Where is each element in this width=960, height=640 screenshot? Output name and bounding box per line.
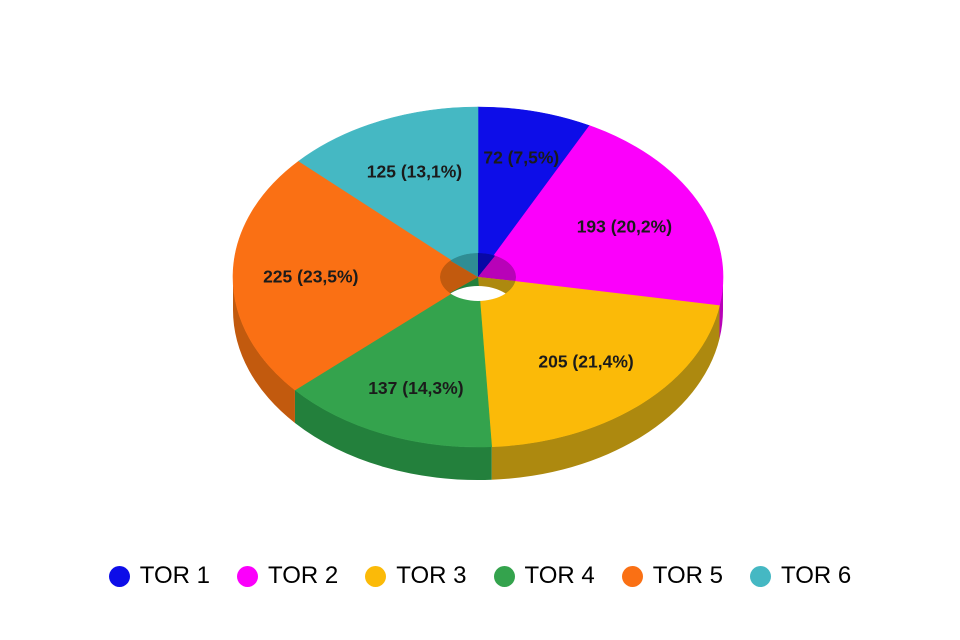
pie-slice-side-tor-5	[232, 277, 295, 424]
pie-slice-tor-6	[298, 106, 479, 278]
hole-wall-tor-6	[450, 253, 478, 277]
legend-item-tor-1: TOR 1	[108, 562, 210, 590]
hole-wall-tor-1	[478, 253, 496, 277]
legend-label-tor-5: TOR 5	[652, 562, 723, 589]
slice-label-tor-4: 137 (14,3%)	[368, 378, 463, 398]
slice-label-tor-5: 225 (23,5%)	[263, 267, 358, 287]
pie-slice-tor-4	[294, 276, 492, 448]
legend-item-tor-2: TOR 2	[237, 562, 338, 590]
legend-label-tor-4: TOR 4	[524, 562, 595, 589]
legend-dot-tor-1	[108, 565, 130, 587]
pie-slice-tor-3	[477, 276, 720, 448]
slice-label-tor-1: 72 (7,5%)	[483, 148, 559, 168]
hole-wall-tor-2	[478, 255, 516, 282]
legend-label-tor-3: TOR 3	[396, 562, 467, 589]
legend-label-tor-6: TOR 6	[781, 562, 852, 589]
pie-slice-side-tor-4	[294, 390, 492, 481]
pie-slice-side-tor-3	[491, 305, 720, 480]
legend-dot-tor-6	[750, 565, 771, 587]
legend-item-tor-3: TOR 3	[365, 562, 467, 590]
legend-label-tor-1: TOR 1	[139, 562, 210, 589]
chart-legend: TOR 1 TOR 2 TOR 3 TOR 4 TOR 5 TOR 6	[0, 560, 960, 592]
pie-slice-tor-5	[232, 160, 479, 391]
legend-label-tor-2: TOR 2	[268, 562, 339, 589]
legend-dot-tor-4	[493, 565, 515, 587]
slice-label-tor-2: 193 (20,2%)	[577, 216, 672, 236]
slice-label-tor-3: 205 (21,4%)	[538, 351, 633, 371]
pie-slice-tor-2	[477, 125, 724, 306]
legend-item-tor-6: TOR 6	[750, 562, 851, 590]
legend-dot-tor-3	[365, 565, 387, 587]
hole-wall-tor-5	[440, 260, 478, 293]
pie-slice-tor-1	[477, 106, 591, 278]
slice-label-tor-6: 125 (13,1%)	[367, 162, 462, 182]
legend-item-tor-5: TOR 5	[621, 562, 723, 590]
legend-item-tor-4: TOR 4	[493, 562, 595, 590]
legend-dot-tor-5	[621, 565, 643, 587]
legend-dot-tor-2	[237, 565, 258, 587]
